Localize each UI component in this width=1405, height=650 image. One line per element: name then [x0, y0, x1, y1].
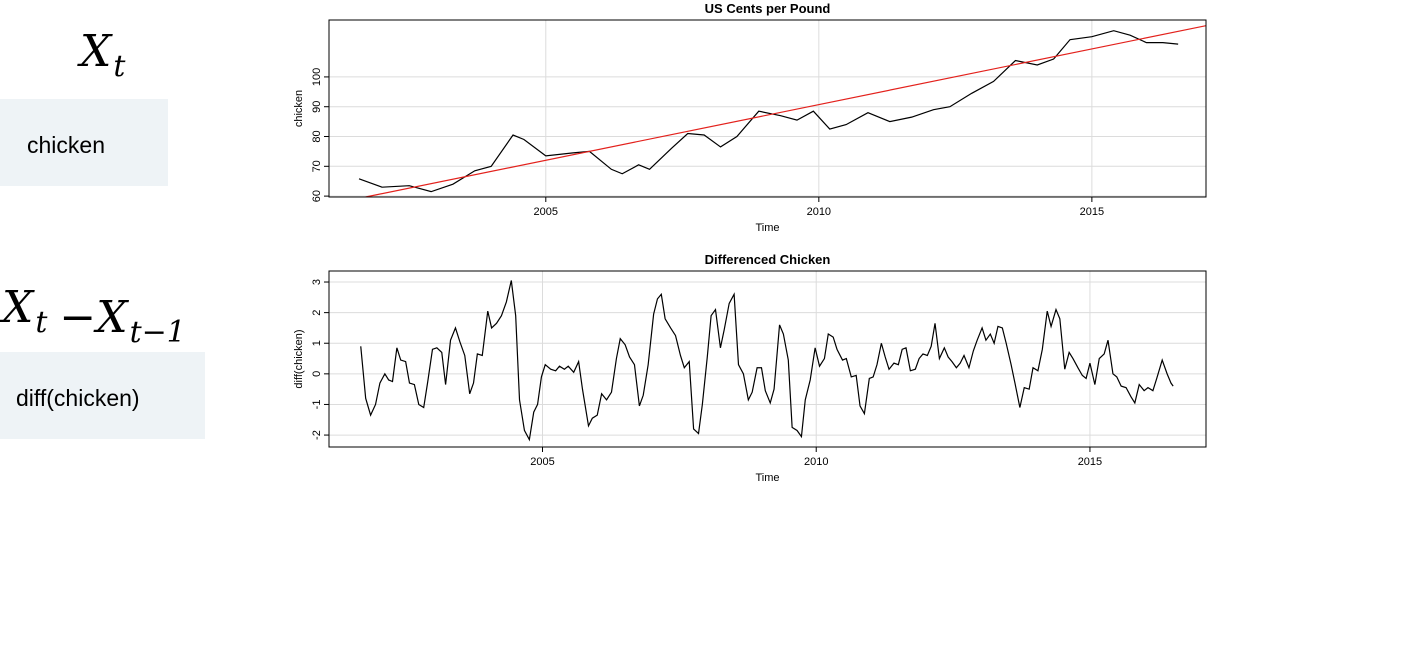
code-box	[0, 352, 205, 439]
y-tick-label: 100	[311, 68, 323, 86]
formula-symbol: X	[93, 292, 129, 343]
y-tick-label: 70	[311, 160, 323, 172]
x-tick-label: 2015	[1080, 206, 1104, 218]
formula-subscript: t	[35, 305, 48, 340]
code-box	[0, 99, 168, 186]
y-tick-label: 80	[311, 130, 323, 142]
formula-symbol: X	[77, 26, 113, 77]
plot-frame	[328, 19, 1207, 198]
x-axis-label: Time	[755, 472, 779, 484]
y-tick-label: -1	[311, 400, 323, 410]
code-text: chicken	[27, 132, 105, 158]
x-tick-label: 2005	[530, 456, 554, 468]
code-text: diff(chicken)	[16, 385, 140, 411]
y-tick-label: 3	[311, 279, 323, 285]
x-tick-label: 2010	[807, 206, 831, 218]
plot-frame	[328, 270, 1207, 448]
y-tick-label: 2	[311, 310, 323, 316]
y-tick-label: 90	[311, 101, 323, 113]
formula-symbol: X	[0, 282, 35, 333]
formula-symbol: −	[59, 292, 96, 343]
formula-subscript: t	[113, 49, 126, 84]
formula-text: Xt	[77, 26, 126, 84]
chart-title: US Cents per Pound	[705, 1, 831, 16]
formula: Xt −Xt−1	[0, 282, 186, 350]
formula: Xt	[77, 26, 126, 84]
x-tick-label: 2005	[534, 206, 558, 218]
data-line	[358, 30, 1179, 193]
y-tick-label: 60	[311, 190, 323, 202]
data-line	[360, 280, 1174, 442]
y-axis-label: chicken	[293, 90, 305, 127]
formula-subscript: t−1	[130, 315, 186, 350]
y-tick-label: 0	[311, 371, 323, 377]
y-tick-label: -2	[311, 430, 323, 440]
x-axis-label: Time	[755, 222, 779, 234]
data-line	[365, 25, 1206, 197]
formula-text: Xt −Xt−1	[0, 282, 186, 350]
x-tick-label: 2015	[1078, 456, 1102, 468]
chart-title: Differenced Chicken	[705, 252, 831, 267]
y-tick-label: 1	[311, 340, 323, 346]
x-tick-label: 2010	[804, 456, 828, 468]
y-axis-label: diff(chicken)	[293, 329, 305, 388]
